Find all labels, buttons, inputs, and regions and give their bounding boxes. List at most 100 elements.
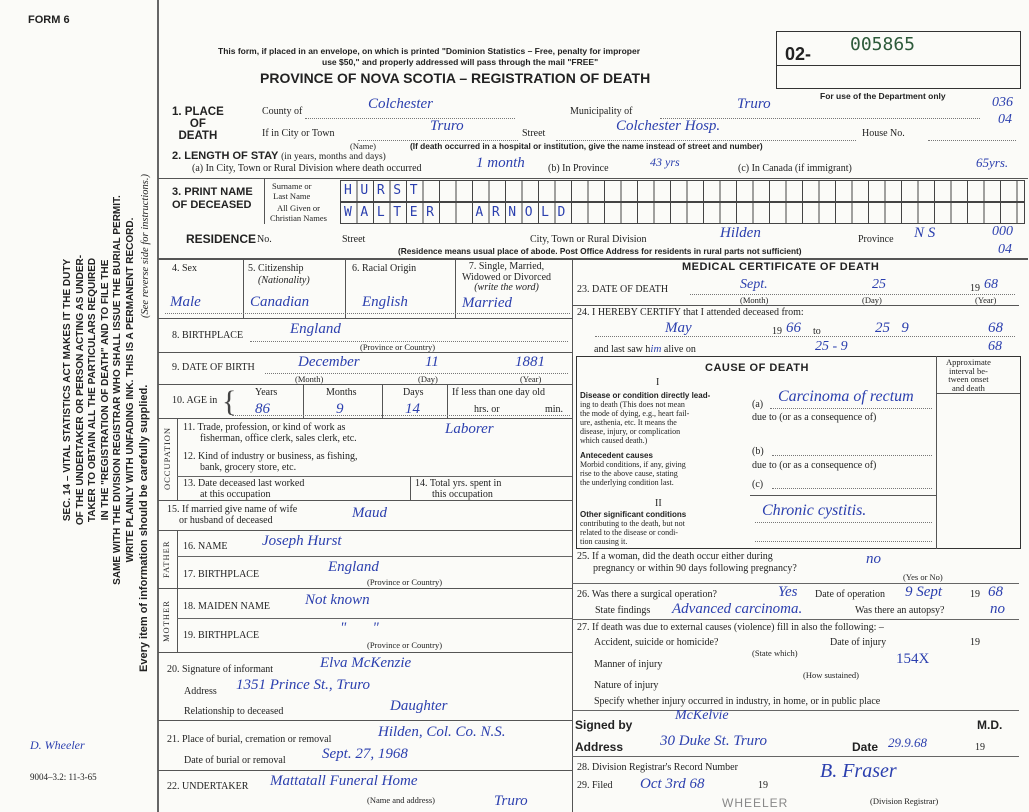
- burial-date-value[interactable]: Sept. 27, 1968: [322, 746, 408, 762]
- label-line: the mode of dying, e.g., heart fail-: [580, 409, 690, 418]
- undertaker-value[interactable]: Mattatall Funeral Home: [270, 773, 418, 789]
- line: [755, 541, 932, 542]
- stay-c-value[interactable]: 65yrs.: [976, 155, 1009, 170]
- manner-code[interactable]: 154X: [896, 651, 930, 667]
- attended-to[interactable]: 25 9: [875, 320, 909, 336]
- dob-month[interactable]: December: [298, 354, 360, 370]
- part-ii: II: [655, 498, 662, 509]
- dob-year[interactable]: 1881: [515, 354, 545, 370]
- attended-from-year[interactable]: 66: [786, 320, 801, 336]
- signed-by-value[interactable]: McKelvie: [675, 708, 729, 723]
- stay-a-value[interactable]: 1 month: [476, 155, 525, 171]
- attended-from[interactable]: May: [665, 320, 692, 336]
- cause-a-value[interactable]: Carcinoma of rectum: [778, 388, 914, 405]
- every-item-note: Every item of information should be care…: [138, 384, 150, 672]
- rule: [177, 476, 572, 477]
- surname-boxes[interactable]: HURST: [340, 180, 1025, 202]
- label-line: 1. PLACE: [172, 106, 224, 118]
- city-sub: (Name): [350, 141, 376, 151]
- filed-date-value[interactable]: Oct 3rd 68: [640, 776, 705, 792]
- rule: [243, 258, 244, 318]
- father-name-value[interactable]: Joseph Hurst: [262, 533, 342, 549]
- signed-by-label: Signed by: [575, 718, 633, 732]
- citizenship-value[interactable]: Canadian: [250, 294, 310, 310]
- undertaker-town[interactable]: Truro: [494, 793, 528, 809]
- print-code: 9004–3.2: 11-3-65: [30, 772, 97, 782]
- him-value[interactable]: im: [650, 343, 662, 355]
- dod-month[interactable]: Sept.: [740, 277, 768, 292]
- nature-label: Nature of injury: [594, 680, 659, 691]
- surgery-value[interactable]: Yes: [778, 584, 798, 600]
- pregnancy-value[interactable]: no: [866, 551, 881, 567]
- citizenship-label: 5. Citizenship: [248, 263, 304, 274]
- label-line: Antecedent causes: [580, 451, 653, 460]
- rule: [158, 770, 572, 771]
- dod-year[interactable]: 68: [984, 277, 998, 292]
- informant-sig-value[interactable]: Elva McKenzie: [320, 655, 412, 671]
- street-label: Street: [522, 128, 546, 139]
- part-i: I: [656, 377, 660, 388]
- birthplace-value[interactable]: England: [290, 321, 341, 337]
- cause-b-label: (b): [752, 446, 764, 457]
- res-province-value[interactable]: N S: [914, 225, 936, 241]
- stay-a-label: (a) In City, Town or Rural Division wher…: [192, 163, 422, 174]
- burial-place-value[interactable]: Hilden, Col. Co. N.S.: [378, 724, 506, 740]
- municipality-value[interactable]: Truro: [737, 96, 771, 112]
- birthplace-label: 8. BIRTHPLACE: [172, 330, 244, 341]
- racial-origin-value[interactable]: English: [362, 294, 408, 310]
- label-line: pregnancy or within 90 days following pr…: [593, 563, 797, 574]
- relationship-value[interactable]: Daughter: [390, 698, 448, 714]
- spouse-value[interactable]: Maud: [352, 505, 387, 521]
- margin-signature: D. Wheeler: [30, 738, 85, 752]
- city-value[interactable]: Truro: [430, 118, 464, 134]
- days-value[interactable]: 14: [405, 401, 420, 417]
- father-birthplace-value[interactable]: England: [328, 559, 379, 575]
- given-names-boxes[interactable]: WALTER ARNOLD: [340, 202, 1025, 224]
- mother-maiden-value[interactable]: Not known: [305, 592, 370, 608]
- dod-day[interactable]: 25: [872, 277, 886, 292]
- marital-value[interactable]: Married: [462, 295, 512, 311]
- cause-a-label: (a): [752, 399, 764, 410]
- given-label: All Given or Christian Names: [270, 203, 327, 223]
- accident-label: Accident, suicide or homicide?: [594, 637, 719, 648]
- mother-birthplace-value[interactable]: " ": [340, 620, 379, 636]
- reg-prefix: 02-: [785, 44, 812, 64]
- address-label: Address: [575, 740, 624, 754]
- operation-year[interactable]: 68: [988, 584, 1003, 600]
- rule: [158, 258, 1028, 260]
- label-line: disease, injury, or complication: [580, 427, 681, 436]
- informant-address-value[interactable]: 1351 Prince St., Truro: [236, 677, 371, 693]
- county-value[interactable]: Colchester: [368, 96, 433, 112]
- signed-address-value[interactable]: 30 Duke St. Truro: [660, 733, 767, 749]
- mother-side-label: MOTHER: [161, 600, 171, 642]
- years-value[interactable]: 86: [255, 401, 270, 417]
- street-value[interactable]: Colchester Hosp.: [616, 118, 721, 134]
- undertaker-sub: (Name and address): [367, 795, 435, 805]
- statute-line: SAME WITH THE DIVISION REGISTRAR WHO SHA…: [112, 195, 123, 585]
- signed-date-value[interactable]: 29.9.68: [888, 735, 927, 750]
- months-value[interactable]: 9: [336, 401, 344, 417]
- operation-date-value[interactable]: 9 Sept: [905, 584, 943, 600]
- autopsy-value[interactable]: no: [990, 601, 1005, 617]
- attended-to-year[interactable]: 68: [988, 320, 1003, 336]
- sex-value[interactable]: Male: [170, 294, 201, 310]
- county-label: County of: [262, 106, 303, 117]
- findings-value[interactable]: Advanced carcinoma.: [672, 601, 803, 617]
- statute-line: IN THE "REGISTRATION OF DEATH" AND TO FI…: [99, 259, 111, 521]
- stay-b-value[interactable]: 43 yrs: [650, 155, 680, 169]
- rule: [447, 384, 448, 418]
- last-saw-date[interactable]: 25 - 9: [815, 339, 848, 354]
- dod-label: 23. DATE OF DEATH: [577, 284, 669, 295]
- rule: [572, 583, 1019, 584]
- other-conditions-value[interactable]: Chronic cystitis.: [762, 502, 867, 519]
- res-city-value[interactable]: Hilden: [720, 225, 761, 241]
- label-line: 25. If a woman, did the death occur eith…: [577, 551, 773, 562]
- last-saw-year[interactable]: 68: [988, 339, 1002, 354]
- trade-value[interactable]: Laborer: [445, 421, 494, 437]
- direct-cause-label: Disease or condition directly lead-ing t…: [580, 391, 710, 445]
- dob-day[interactable]: 11: [425, 354, 439, 370]
- rule: [158, 418, 572, 419]
- rule: [158, 720, 572, 721]
- day-sub: (Day): [418, 374, 438, 384]
- rule: [158, 178, 1028, 179]
